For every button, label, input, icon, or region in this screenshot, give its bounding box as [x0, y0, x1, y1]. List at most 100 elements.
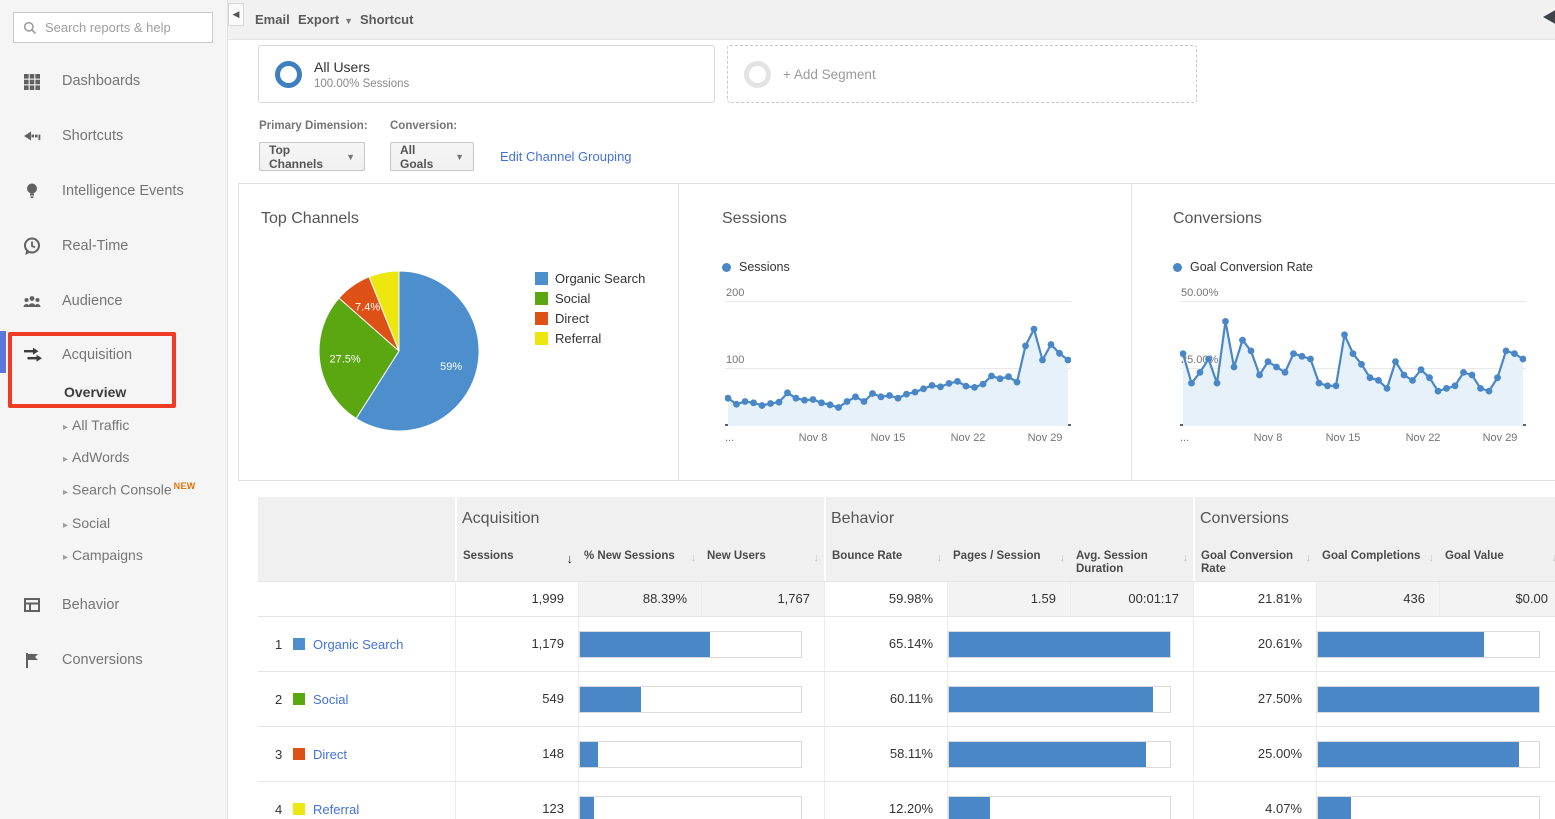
column-header-new-sessions[interactable]: % New Sessions↓ [578, 545, 701, 581]
sort-icon: ↓ [691, 552, 697, 565]
column-header-bounce-rate[interactable]: Bounce Rate↓ [824, 545, 947, 581]
cell-goal-bar [1316, 672, 1555, 726]
sidebar-item-audience[interactable]: Audience [0, 286, 228, 316]
conversion-dropdown[interactable]: All Goals▼ [390, 142, 474, 171]
column-header-empty [258, 545, 455, 581]
x-axis: ... Nov 8 Nov 15 Nov 22 Nov 29 [725, 432, 1071, 448]
sidebar-item-search-console[interactable]: ▸Search ConsoleNEW [63, 481, 196, 498]
column-header-goal-rate[interactable]: Goal Conversion Rate↓ [1193, 545, 1316, 581]
table-totals-row: 1,999 88.39% 1,767 59.98% 1.59 00:01:17 … [258, 581, 1555, 616]
svg-text:7.4%: 7.4% [355, 302, 380, 314]
sessions-share-bar [580, 742, 598, 767]
sidebar-item-label: Audience [62, 293, 122, 309]
search-icon [22, 20, 38, 36]
add-segment-label: + Add Segment [783, 67, 876, 82]
column-header-goal-completions[interactable]: Goal Completions↓ [1316, 545, 1439, 581]
row-rank: 1 [275, 637, 291, 652]
sidebar-item-all-traffic[interactable]: ▸All Traffic [63, 417, 129, 433]
legend-dot-icon [1173, 263, 1182, 272]
column-header-new-users[interactable]: New Users↓ [701, 545, 824, 581]
channel-link[interactable]: Referral [313, 802, 359, 817]
sidebar-item-shortcuts[interactable]: Shortcuts [0, 121, 228, 151]
cell-sessions-bar [578, 782, 824, 819]
channel-link[interactable]: Social [313, 692, 348, 707]
sidebar-item-adwords[interactable]: ▸AdWords [63, 449, 129, 465]
total-duration: 00:01:17 [1070, 582, 1193, 616]
top-channels-section: Top Channels 59%27.5%7.4% Organic Search… [239, 184, 679, 480]
channel-link[interactable]: Direct [313, 747, 347, 762]
edit-channel-grouping-link[interactable]: Edit Channel Grouping [500, 149, 632, 164]
cell-sessions: 123 [455, 782, 578, 819]
chevron-down-icon: ▼ [344, 16, 353, 26]
dashboards-icon [22, 71, 42, 91]
segment-donut-icon [275, 61, 302, 88]
column-header-pages-session[interactable]: Pages / Session↓ [947, 545, 1070, 581]
chevron-right-icon: ▸ [63, 422, 68, 433]
cell-goal-rate: 20.61% [1193, 617, 1316, 671]
sidebar-item-campaigns[interactable]: ▸Campaigns [63, 547, 143, 563]
cell-sessions: 148 [455, 727, 578, 781]
chevron-down-icon: ▼ [455, 152, 464, 162]
legend-swatch [535, 312, 548, 325]
column-header-goal-value[interactable]: Goal Value↓ [1439, 545, 1555, 581]
chevron-down-icon: ▼ [346, 152, 355, 162]
active-nav-indicator [0, 331, 6, 373]
cell-bounce: 65.14% [824, 617, 947, 671]
primary-dimension-dropdown[interactable]: Top Channels▼ [259, 142, 365, 171]
sort-desc-icon: ↓ [567, 552, 574, 565]
sidebar: Search reports & help Dashboards Shortcu… [0, 0, 228, 819]
row-rank: 3 [275, 747, 291, 762]
table-column-header-row: Sessions↓ % New Sessions↓ New Users↓ Bou… [258, 545, 1555, 581]
svg-text:59%: 59% [440, 361, 462, 373]
legend-item: Organic Search [535, 268, 645, 288]
clipped-cursor-icon [1543, 8, 1555, 26]
conversions-legend: Goal Conversion Rate [1173, 260, 1313, 274]
table-row: 2Social 549 60.11% 27.50% [258, 671, 1555, 726]
group-header-acquisition: Acquisition [455, 497, 578, 545]
overview-charts-panel: Top Channels 59%27.5%7.4% Organic Search… [238, 183, 1555, 481]
conversions-section: Conversions Goal Conversion Rate 50.00% … [1133, 184, 1555, 480]
channel-link[interactable]: Organic Search [313, 637, 403, 652]
table-row: 4Referral 123 12.20% 4.07% [258, 781, 1555, 819]
segment-all-users[interactable]: All Users 100.00% Sessions [258, 45, 715, 103]
cell-goal-rate: 27.50% [1193, 672, 1316, 726]
shortcut-button[interactable]: Shortcut [360, 12, 413, 27]
sidebar-item-conversions[interactable]: Conversions [0, 645, 228, 675]
cell-bounce: 60.11% [824, 672, 947, 726]
goal-rate-bar [1318, 687, 1539, 712]
sidebar-item-intelligence-events[interactable]: Intelligence Events [0, 176, 228, 206]
chevron-right-icon: ▸ [63, 552, 68, 563]
cell-bounce: 58.11% [824, 727, 947, 781]
search-input[interactable]: Search reports & help [13, 12, 213, 43]
action-toolbar: ◀ Email Export▼ Shortcut [228, 0, 1555, 40]
legend-item: Social [535, 288, 645, 308]
column-header-avg-duration[interactable]: Avg. Session Duration↓ [1070, 545, 1193, 581]
add-segment-button[interactable]: + Add Segment [727, 45, 1197, 103]
sidebar-item-overview[interactable]: Overview [64, 384, 126, 400]
legend-swatch [535, 292, 548, 305]
cell-goal-bar [1316, 727, 1555, 781]
email-button[interactable]: Email [255, 12, 290, 27]
primary-dimension-label: Primary Dimension: [259, 120, 368, 132]
sidebar-item-dashboards[interactable]: Dashboards [0, 66, 228, 96]
sidebar-item-acquisition[interactable]: Acquisition [0, 340, 228, 370]
sidebar-collapse-button[interactable]: ◀ [228, 3, 244, 26]
channel-swatch [293, 638, 305, 650]
cell-goal-rate: 25.00% [1193, 727, 1316, 781]
segment-title: All Users [314, 59, 409, 75]
column-header-sessions[interactable]: Sessions↓ [455, 545, 578, 581]
sidebar-item-social[interactable]: ▸Social [63, 515, 110, 531]
report-content: All Users 100.00% Sessions + Add Segment… [228, 40, 1555, 819]
sidebar-item-real-time[interactable]: Real-Time [0, 231, 228, 261]
sidebar-item-behavior[interactable]: Behavior [0, 590, 228, 620]
collapse-arrow-icon: ◀ [233, 9, 240, 20]
sidebar-item-label: Behavior [62, 597, 119, 613]
sessions-section: Sessions Sessions 200 100 ... Nov 8 Nov … [680, 184, 1132, 480]
row-rank: 2 [275, 692, 291, 707]
cell-goal-bar [1316, 617, 1555, 671]
chart-title: Top Channels [261, 210, 359, 228]
real-time-icon [22, 236, 42, 256]
export-button[interactable]: Export▼ [298, 12, 353, 27]
channel-swatch [293, 693, 305, 705]
lightbulb-icon [22, 181, 42, 201]
